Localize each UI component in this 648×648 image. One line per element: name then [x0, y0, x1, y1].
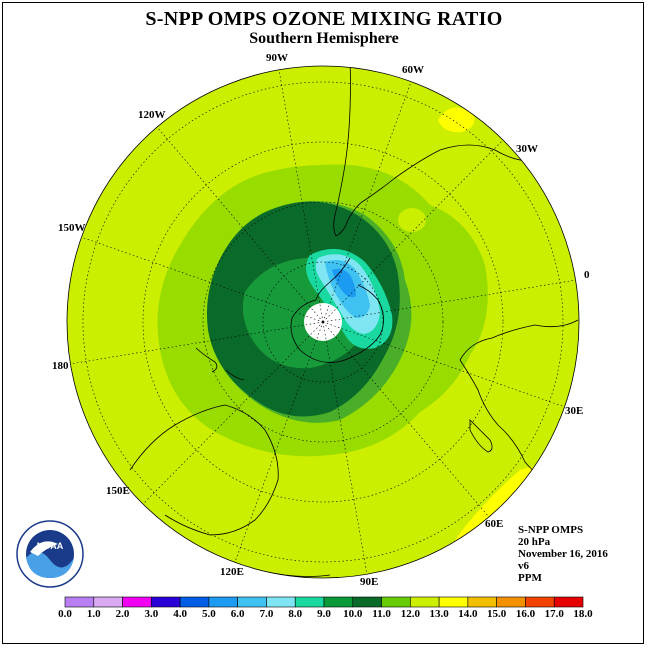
colorbar-tick-label: 12.0: [400, 608, 420, 620]
lon-label-180: 180: [52, 360, 69, 372]
coastline-south-america: [333, 66, 546, 237]
colorbar-swatch: [352, 596, 382, 608]
colorbar-tick-label: 6.0: [230, 608, 245, 620]
colorbar-swatch: [438, 596, 469, 608]
page-subtitle: Southern Hemisphere: [249, 30, 399, 47]
latitude-lines: [82, 81, 564, 563]
colorbar-swatch: [93, 596, 123, 608]
colorbar-tick-label: 14.0: [458, 608, 478, 620]
colorbar-tick-label: 4.0: [173, 608, 187, 620]
colorbar-swatch: [237, 596, 267, 608]
coastline-antarctica: [290, 284, 384, 363]
lon-label-150e: 150E: [106, 485, 130, 497]
colorbar-swatch: [266, 596, 296, 608]
colorbar-tick-label: 15.0: [487, 608, 507, 620]
colorbar-tick-label: 9.0: [317, 608, 331, 620]
info-version: v6: [518, 560, 529, 572]
lon-label-90e: 90E: [360, 576, 379, 588]
coastline-africa: [459, 319, 579, 486]
colorbar-tick-label: 18.0: [573, 608, 593, 620]
lon-label-120e: 120E: [220, 566, 244, 578]
colorbar-tick-label: 1.0: [86, 608, 101, 620]
info-instrument: S-NPP OMPS: [518, 524, 584, 536]
colorbar-tick-label: 17.0: [544, 608, 564, 620]
colorbar-swatch: [208, 596, 238, 608]
colorbar-tick-label: 5.0: [202, 608, 216, 620]
colorbar-tick-label: 10.0: [343, 608, 363, 620]
lon-label-90w: 90W: [266, 52, 288, 64]
colorbar-swatch: [122, 596, 152, 608]
colorbar-swatch: [64, 596, 95, 608]
colorbar-swatch: [151, 596, 181, 608]
lon-label-60e: 60E: [485, 518, 504, 530]
lon-label-30w: 30W: [516, 143, 538, 155]
map-border: [66, 65, 580, 579]
info-date: November 16, 2016: [518, 548, 608, 560]
coastline-new-zealand: [195, 347, 245, 381]
lon-label-150w: 150W: [58, 222, 86, 234]
meridian-lines: [69, 69, 577, 575]
colorbar-tick-label: 13.0: [429, 608, 449, 620]
colorbar-swatch: [496, 596, 526, 608]
coastline-australia: [129, 404, 279, 536]
page-title: S-NPP OMPS OZONE MIXING RATIO: [145, 8, 503, 30]
lon-label-120w: 120W: [138, 109, 166, 121]
contour-11-hole: [398, 208, 426, 232]
colorbar-tick-label: 11.0: [372, 608, 391, 620]
noaa-logo: NOAA: [16, 520, 84, 588]
colorbar: [64, 596, 584, 608]
contour-13-region: [438, 107, 475, 133]
coastline-madagascar: [469, 419, 493, 453]
lon-label-0: 0: [584, 269, 590, 281]
lon-label-30e: 30E: [565, 405, 584, 417]
colorbar-tick-label: 16.0: [515, 608, 536, 620]
info-units: PPM: [518, 572, 542, 584]
colorbar-tick-label: 7.0: [259, 608, 274, 620]
colorbar-tick-label: 8.0: [288, 608, 303, 620]
colorbar-tick-label: 2.0: [115, 608, 130, 620]
lon-label-60w: 60W: [402, 64, 424, 76]
noaa-logo-text: NOAA: [37, 541, 64, 551]
info-level: 20 hPa: [518, 536, 551, 548]
pole-marker: [321, 320, 325, 324]
colorbar-swatch: [179, 596, 210, 608]
coastlines: [129, 66, 579, 577]
colorbar-swatch: [525, 596, 555, 608]
colorbar-tick-label: 3.0: [144, 608, 159, 620]
colorbar-swatch: [294, 596, 325, 608]
contour-4-region: [332, 268, 356, 298]
colorbar-tick-label: 0.0: [58, 608, 72, 620]
colorbar-swatch: [381, 596, 411, 608]
coastline-antarctic-peninsula: [315, 257, 351, 301]
colorbar-swatch: [410, 596, 440, 608]
colorbar-swatch: [323, 596, 354, 608]
colorbar-swatch: [467, 596, 497, 608]
colorbar-swatch: [553, 596, 584, 608]
